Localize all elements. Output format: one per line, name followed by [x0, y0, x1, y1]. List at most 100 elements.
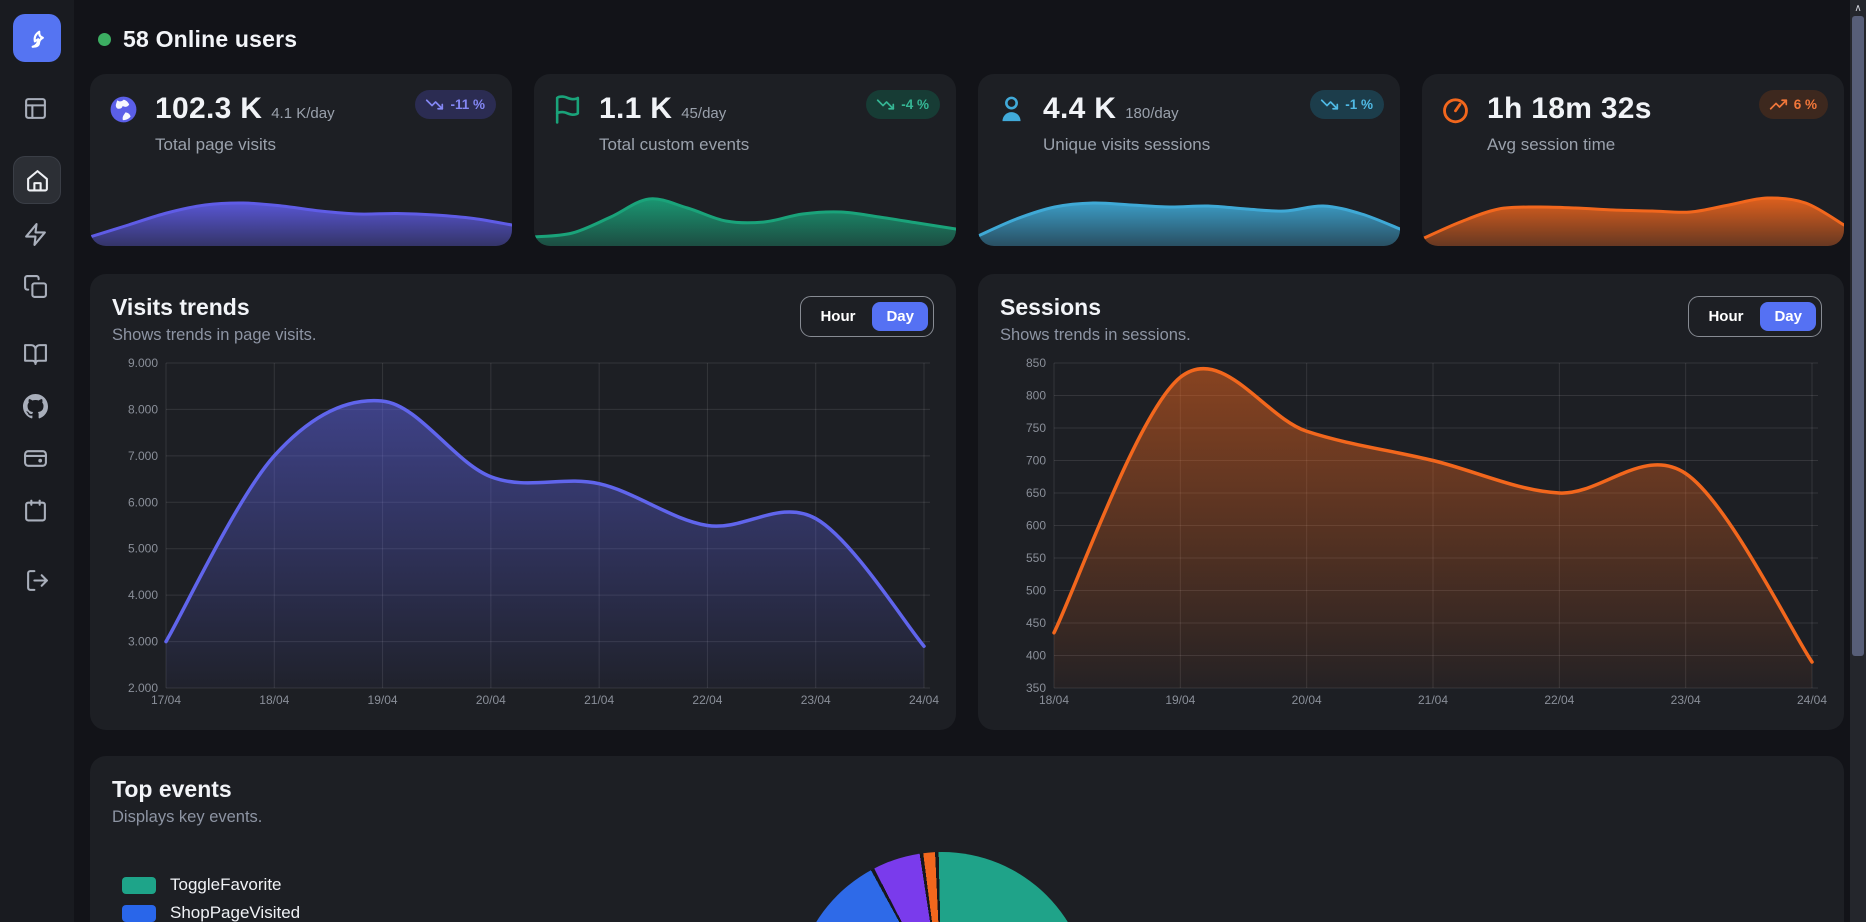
online-status-dot — [98, 32, 111, 46]
chart-subtitle: Shows trends in sessions. — [1000, 326, 1191, 344]
trending-down-icon — [1321, 96, 1339, 113]
svg-text:550: 550 — [1026, 551, 1046, 565]
logout-button[interactable] — [15, 558, 59, 602]
copy-icon — [23, 274, 48, 299]
sparkline-chart — [1422, 196, 1844, 246]
app-logo[interactable] — [13, 14, 61, 62]
svg-text:19/04: 19/04 — [1165, 693, 1195, 707]
chart-title: Visits trends — [112, 294, 250, 320]
book-open-icon — [23, 342, 48, 367]
user-icon — [996, 94, 1027, 125]
svg-text:400: 400 — [1026, 649, 1046, 663]
sidebar-item-zap[interactable] — [13, 212, 57, 256]
page-scrollbar[interactable]: ∧ — [1850, 0, 1866, 922]
trending-down-icon — [877, 96, 895, 113]
badge-text: -11 % — [450, 97, 485, 112]
svg-text:18/04: 18/04 — [1039, 693, 1069, 707]
svg-text:21/04: 21/04 — [584, 693, 614, 707]
sidebar-item-book-open[interactable] — [13, 332, 57, 376]
stat-rate: 45/day — [681, 105, 727, 122]
main-content: 58 Online users 102.3 K 4.1 K/day Total … — [74, 24, 1866, 922]
svg-text:9.000: 9.000 — [128, 356, 158, 370]
sparkline-chart — [978, 201, 1400, 246]
sidebar-nav — [13, 62, 61, 532]
hour-toggle-button[interactable]: Hour — [1694, 302, 1757, 331]
zap-icon — [23, 222, 48, 247]
stat-value: 4.4 K — [1043, 92, 1117, 125]
events-title: Top events — [112, 776, 232, 802]
svg-text:23/04: 23/04 — [801, 693, 831, 707]
svg-text:22/04: 22/04 — [1544, 693, 1574, 707]
stat-rate: 4.1 K/day — [271, 105, 335, 122]
wallet-icon — [23, 446, 48, 471]
sidebar-item-copy[interactable] — [13, 264, 57, 308]
github-icon — [22, 393, 48, 419]
interval-toggle: Hour Day — [1688, 296, 1822, 337]
trending-up-icon — [1769, 96, 1787, 113]
legend-item-ShopPageVisited[interactable]: ShopPageVisited — [122, 903, 1822, 922]
stat-value: 1h 18m 32s — [1487, 92, 1652, 125]
svg-text:600: 600 — [1026, 519, 1046, 533]
sidebar-item-github[interactable] — [13, 384, 57, 428]
sidebar-item-wallet[interactable] — [13, 436, 57, 480]
stat-label: Total custom events — [599, 135, 750, 154]
events-subtitle: Displays key events. — [112, 808, 263, 826]
svg-text:700: 700 — [1026, 454, 1046, 468]
legend-label: ToggleFavorite — [170, 875, 282, 894]
svg-text:21/04: 21/04 — [1418, 693, 1448, 707]
trending-down-icon — [426, 96, 444, 113]
interval-toggle: Hour Day — [800, 296, 934, 337]
svg-text:24/04: 24/04 — [1797, 693, 1827, 707]
svg-text:5.000: 5.000 — [128, 542, 158, 556]
layout-icon — [23, 96, 48, 121]
trend-badge: -11 % — [415, 90, 496, 119]
legend-swatch — [122, 904, 156, 922]
day-toggle-button[interactable]: Day — [1760, 302, 1816, 331]
legend-item-ToggleFavorite[interactable]: ToggleFavorite — [122, 875, 1822, 895]
chart-subtitle: Shows trends in page visits. — [112, 326, 317, 344]
sparkline-chart — [534, 197, 956, 246]
badge-text: -1 % — [1345, 97, 1373, 112]
legend-swatch — [122, 876, 156, 894]
visits-trends-card: Visits trends Shows trends in page visit… — [90, 274, 956, 730]
stat-cards-row: 102.3 K 4.1 K/day Total page visits -11 … — [90, 74, 1844, 246]
stat-card-unique-visits-sessions: 4.4 K 180/day Unique visits sessions -1 … — [978, 74, 1400, 246]
trend-badge: -4 % — [866, 90, 940, 119]
svg-text:3.000: 3.000 — [128, 635, 158, 649]
sidebar-item-layout[interactable] — [13, 86, 57, 130]
svg-text:350: 350 — [1026, 681, 1046, 695]
globe-icon — [108, 94, 139, 125]
svg-text:500: 500 — [1026, 584, 1046, 598]
day-toggle-button[interactable]: Day — [872, 302, 928, 331]
pie-legend: ToggleFavoriteShopPageVisitedPurchasePag… — [122, 875, 1822, 922]
stat-card-total-page-visits: 102.3 K 4.1 K/day Total page visits -11 … — [90, 74, 512, 246]
stat-card-avg-session-time: 1h 18m 32s Avg session time 6 % — [1422, 74, 1844, 246]
scrollbar-up-arrow[interactable]: ∧ — [1854, 2, 1862, 14]
trend-badge: 6 % — [1758, 90, 1828, 119]
charts-row: Visits trends Shows trends in page visit… — [90, 274, 1844, 730]
chart-title: Sessions — [1000, 294, 1101, 320]
stat-label: Avg session time — [1487, 135, 1616, 154]
sidebar-item-home[interactable] — [13, 156, 61, 204]
top-events-card: Top events Displays key events. ToggleFa… — [90, 756, 1844, 922]
online-users-title: 58 Online users — [123, 25, 298, 52]
svg-text:23/04: 23/04 — [1671, 693, 1701, 707]
stat-value: 102.3 K — [155, 92, 263, 125]
svg-text:2.000: 2.000 — [128, 681, 158, 695]
sessions-card: Sessions Shows trends in sessions. Hour … — [978, 274, 1844, 730]
svg-text:6.000: 6.000 — [128, 495, 158, 509]
svg-text:450: 450 — [1026, 616, 1046, 630]
trend-badge: -1 % — [1310, 90, 1384, 119]
scrollbar-thumb[interactable] — [1852, 16, 1864, 656]
svg-text:4.000: 4.000 — [128, 588, 158, 602]
hour-toggle-button[interactable]: Hour — [806, 302, 869, 331]
legend-label: ShopPageVisited — [170, 903, 301, 922]
calendar-icon — [23, 498, 48, 523]
badge-text: -4 % — [901, 97, 929, 112]
online-users-row: 58 Online users — [98, 24, 1844, 54]
svg-text:17/04: 17/04 — [151, 693, 181, 707]
visits-area-chart[interactable]: 9.000 8.000 7.000 6.000 5.000 4.000 3.000 2.000… — [112, 355, 939, 707]
sidebar-item-calendar[interactable] — [13, 488, 57, 532]
svg-text:24/04: 24/04 — [909, 693, 939, 707]
